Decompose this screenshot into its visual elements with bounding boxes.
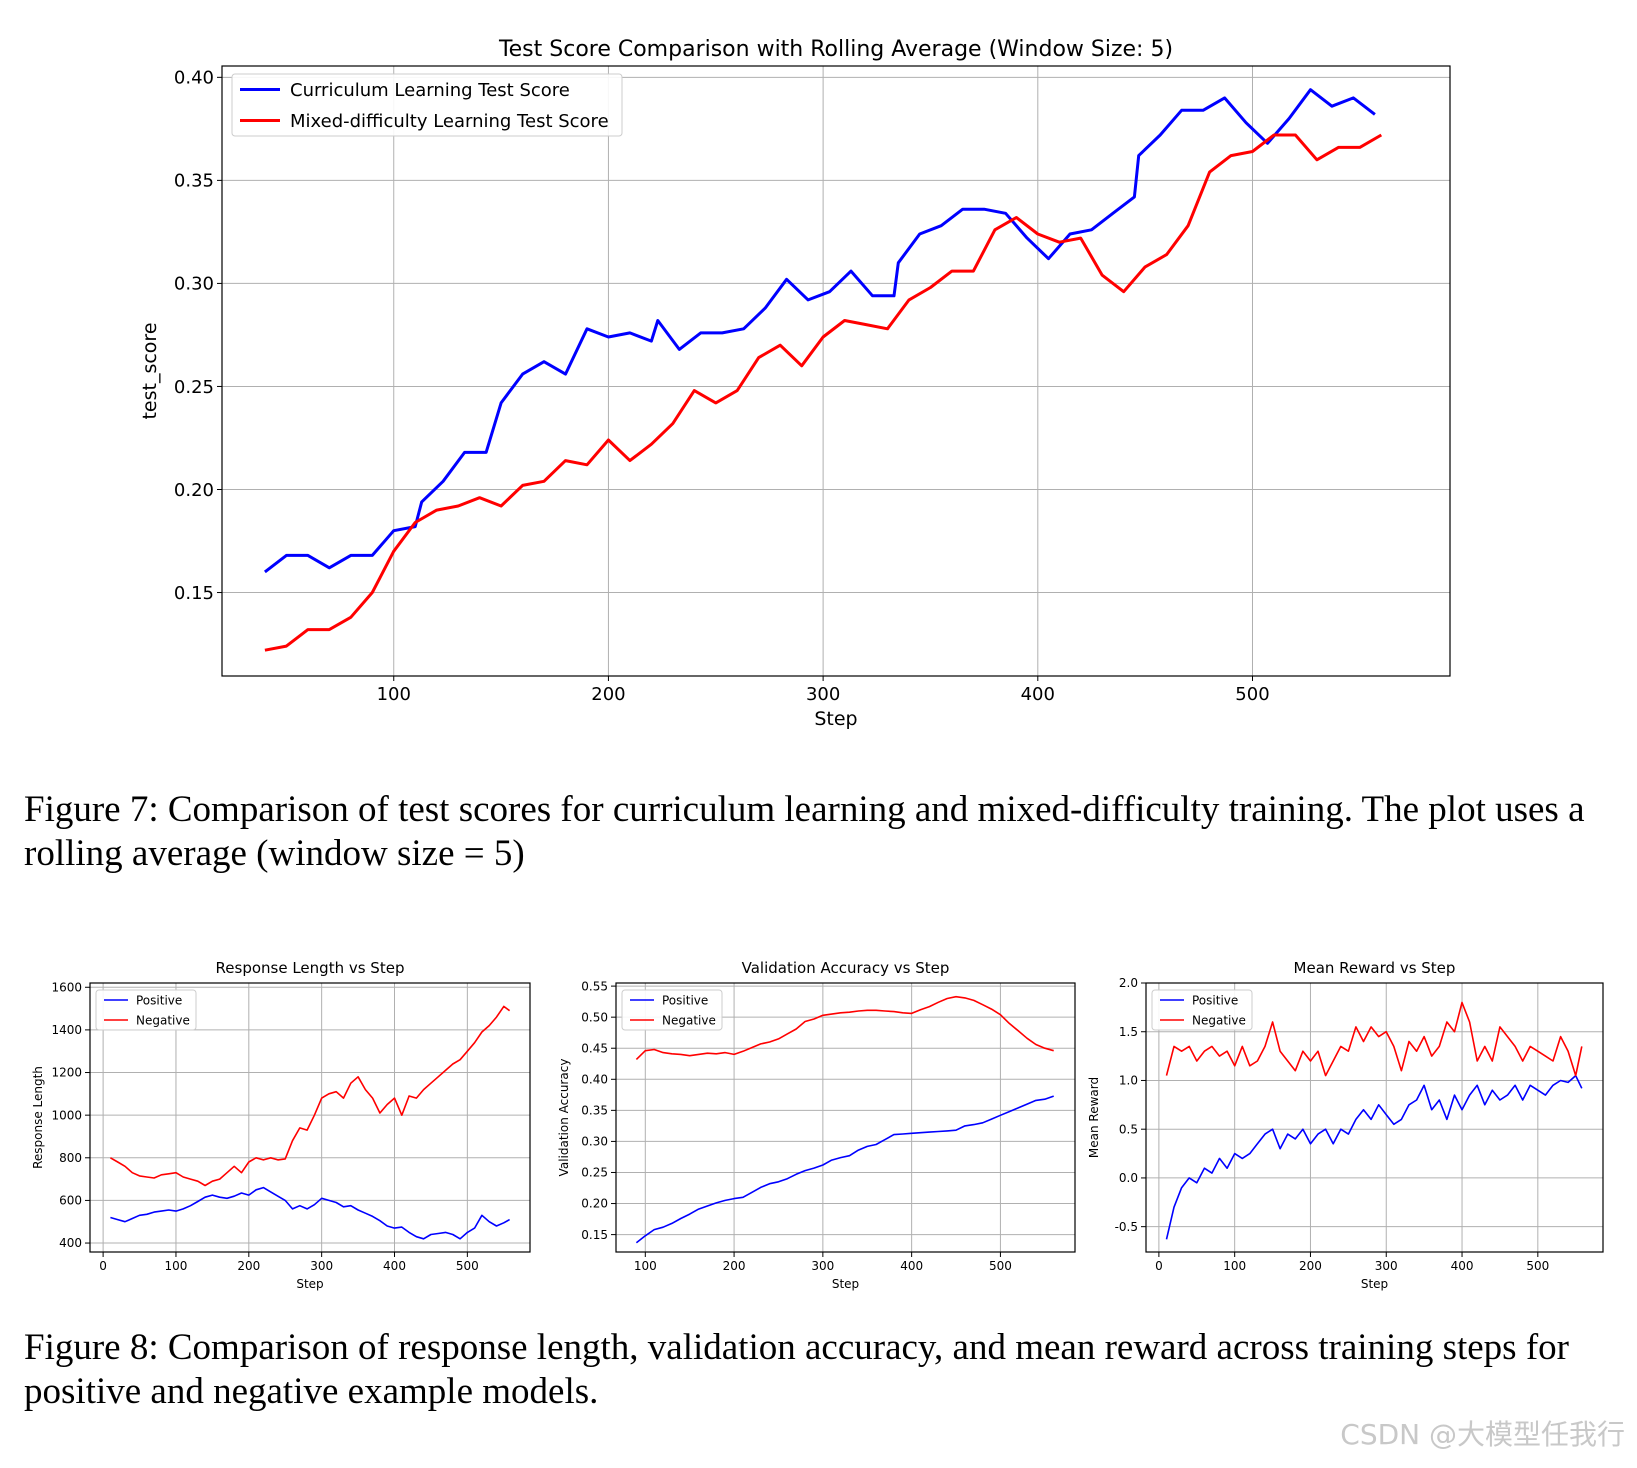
chart-4-legend-label: Negative	[1192, 1013, 1246, 1027]
chart-4-x-tick-label: 300	[1375, 1259, 1398, 1273]
chart-2-y-tick-label: 800	[59, 1151, 82, 1165]
chart-2-x-tick-label: 100	[165, 1259, 188, 1273]
chart-3-y-tick-label: 0.25	[581, 1166, 608, 1180]
figure-7-caption: Figure 7: Comparison of test scores for …	[24, 789, 1585, 874]
chart-3-title: Validation Accuracy vs Step	[742, 959, 950, 977]
chart-3-series-red-line	[635, 995, 1054, 1060]
chart-4-y-tick-label: 0.5	[1119, 1122, 1138, 1136]
chart-2-legend-label: Positive	[136, 993, 182, 1007]
chart-3-y-tick-label: 0.15	[581, 1228, 608, 1242]
chart-3-x-tick-label: 100	[634, 1259, 657, 1273]
chart-2-y-tick-label: 600	[59, 1194, 82, 1208]
chart-1-y-tick-label: 0.25	[174, 377, 214, 398]
chart-4-y-tick-label: 0.0	[1119, 1171, 1138, 1185]
chart-1-x-tick-label: 200	[591, 684, 625, 705]
chart-1-series-red-line	[264, 133, 1383, 652]
chart-2-legend-label: Negative	[136, 1013, 190, 1027]
chart-4-x-tick-label: 200	[1299, 1259, 1322, 1273]
chart-2-x-axis-label: Step	[296, 1277, 323, 1291]
chart-2-y-tick-label: 1200	[51, 1066, 82, 1080]
chart-1-series-blue-line	[263, 88, 1376, 574]
chart-2-y-tick-label: 400	[59, 1236, 82, 1250]
chart-2-x-tick-label: 300	[310, 1259, 333, 1273]
chart-3-y-axis-label: Validation Accuracy	[557, 1059, 571, 1177]
chart-1-x-tick-label: 500	[1235, 684, 1269, 705]
chart-1-x-axis-label: Step	[814, 708, 857, 730]
chart-3-plot-frame	[615, 982, 1076, 1253]
chart-4-y-tick-label: -0.5	[1115, 1220, 1138, 1234]
chart-2-x-tick-label: 500	[456, 1259, 479, 1273]
chart-3-y-tick-label: 0.35	[581, 1104, 608, 1118]
chart-1-legend-label: Mixed-difficulty Learning Test Score	[290, 111, 609, 132]
chart-4-title: Mean Reward vs Step	[1294, 959, 1456, 977]
chart-4-series-blue-line	[1165, 1074, 1583, 1240]
chart-4-x-tick-label: 100	[1223, 1259, 1246, 1273]
chart-2-title: Response Length vs Step	[216, 959, 405, 977]
chart-3-y-tick-label: 0.40	[581, 1072, 608, 1086]
chart-3-x-tick-label: 300	[811, 1259, 834, 1273]
chart-3-x-tick-label: 500	[989, 1259, 1012, 1273]
chart-4-series-red-line	[1165, 1001, 1583, 1077]
chart-3-x-tick-label: 400	[900, 1259, 923, 1273]
chart-3-y-tick-label: 0.20	[581, 1197, 608, 1211]
chart-3-series-blue-line	[635, 1095, 1054, 1244]
chart-1-x-tick-label: 300	[806, 684, 840, 705]
chart-1-x-tick-label: 100	[377, 684, 411, 705]
chart-2-x-tick-label: 0	[99, 1259, 107, 1273]
chart-1-x-tick-label: 400	[1021, 684, 1055, 705]
chart-3-y-tick-label: 0.45	[581, 1041, 608, 1055]
chart-1-title: Test Score Comparison with Rolling Avera…	[498, 37, 1173, 62]
chart-2-y-tick-label: 1400	[51, 1023, 82, 1037]
chart-4-y-tick-label: 2.0	[1119, 976, 1138, 990]
chart-3-x-axis-label: Step	[832, 1277, 859, 1291]
chart-3-y-tick-label: 0.30	[581, 1135, 608, 1149]
chart-4-x-tick-label: 400	[1451, 1259, 1474, 1273]
chart-4-x-axis-label: Step	[1361, 1277, 1388, 1291]
chart-2-series-blue-line	[110, 1186, 510, 1240]
chart-1-y-tick-label: 0.30	[174, 274, 214, 295]
chart-2-y-tick-label: 1000	[51, 1108, 82, 1122]
chart-2-x-tick-label: 400	[383, 1259, 406, 1273]
chart-3-legend-label: Positive	[662, 993, 708, 1007]
chart-1-y-tick-label: 0.15	[174, 583, 214, 604]
chart-1-y-tick-label: 0.40	[174, 68, 214, 89]
watermark: CSDN @大模型任我行	[1340, 1418, 1625, 1451]
chart-3-y-tick-label: 0.50	[581, 1010, 608, 1024]
chart-2-plot-frame	[89, 982, 531, 1253]
chart-4-y-axis-label: Mean Reward	[1087, 1077, 1101, 1158]
chart-3-x-tick-label: 200	[723, 1259, 746, 1273]
chart-2-series-red-line	[110, 1005, 511, 1187]
chart-3-legend-label: Negative	[662, 1013, 716, 1027]
chart-1-legend-box	[231, 73, 623, 137]
chart-1-y-axis-label: test_score	[139, 322, 161, 419]
chart-4-x-tick-label: 500	[1526, 1259, 1549, 1273]
chart-3-y-tick-label: 0.55	[581, 979, 608, 993]
figure-8-caption: Figure 8: Comparison of response length,…	[24, 1327, 1569, 1412]
chart-2-y-tick-label: 1600	[51, 980, 82, 994]
chart-1-legend-label: Curriculum Learning Test Score	[290, 80, 570, 101]
chart-2-x-tick-label: 200	[237, 1259, 260, 1273]
chart-2-y-axis-label: Response Length	[31, 1066, 45, 1169]
chart-4-legend-label: Positive	[1192, 993, 1238, 1007]
chart-1-plot-frame	[221, 65, 1451, 677]
chart-1-y-tick-label: 0.20	[174, 480, 214, 501]
chart-4-plot-frame	[1145, 982, 1604, 1253]
chart-4-y-tick-label: 1.5	[1119, 1025, 1138, 1039]
chart-4-x-tick-label: 0	[1155, 1259, 1163, 1273]
chart-1-y-tick-label: 0.35	[174, 171, 214, 192]
chart-4-y-tick-label: 1.0	[1119, 1074, 1138, 1088]
